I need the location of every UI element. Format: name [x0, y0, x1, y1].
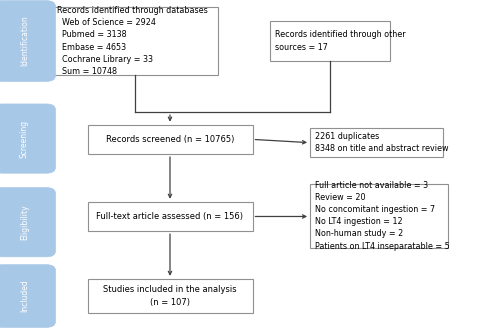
Bar [88, 279, 252, 313]
Text: Identification: Identification [20, 16, 29, 66]
Bar [52, 7, 218, 75]
FancyBboxPatch shape [0, 1, 56, 81]
FancyBboxPatch shape [0, 265, 56, 327]
Text: Full-text article assessed (n = 156): Full-text article assessed (n = 156) [96, 212, 244, 221]
Bar [88, 202, 252, 231]
Bar [310, 184, 448, 248]
Text: Studies included in the analysis
(n = 107): Studies included in the analysis (n = 10… [103, 285, 237, 307]
FancyBboxPatch shape [0, 188, 56, 257]
FancyBboxPatch shape [0, 104, 56, 173]
Bar [310, 128, 442, 157]
Text: Screening: Screening [20, 119, 29, 158]
Text: Records identified through other
sources = 17: Records identified through other sources… [275, 31, 406, 51]
Text: Included: Included [20, 280, 29, 312]
Bar [270, 21, 390, 61]
Text: Full article not available = 3
Review = 20
No concomitant ingestion = 7
No LT4 i: Full article not available = 3 Review = … [315, 181, 450, 251]
Text: Records screened (n = 10765): Records screened (n = 10765) [106, 135, 234, 144]
Bar [88, 125, 252, 154]
Text: Records identified through databases
  Web of Science = 2924
  Pubmed = 3138
  E: Records identified through databases Web… [58, 6, 208, 76]
Text: 2261 duplicates
8348 on title and abstract review: 2261 duplicates 8348 on title and abstra… [315, 132, 448, 153]
Text: Eligibility: Eligibility [20, 204, 29, 240]
